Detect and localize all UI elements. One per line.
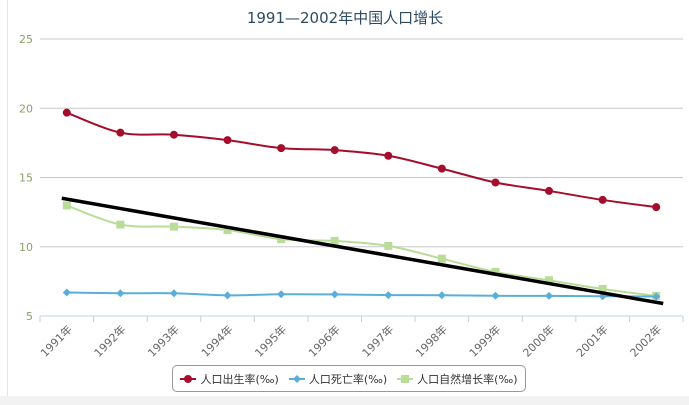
x-tick-label: 1998年: [413, 322, 450, 359]
data-point: [384, 291, 393, 300]
legend-marker: [401, 374, 410, 383]
y-tick-label: 5: [26, 310, 33, 323]
trend-line: [61, 196, 664, 306]
data-point: [223, 225, 232, 234]
data-point: [598, 195, 607, 204]
data-point: [277, 290, 286, 299]
x-tick-label: 2001年: [573, 322, 610, 359]
legend-label: 人口自然增长率(‰): [417, 372, 518, 386]
data-point: [330, 236, 339, 245]
series-0: [62, 108, 661, 212]
x-tick-label: 1993年: [145, 322, 182, 359]
series-line: [66, 204, 657, 297]
data-point: [116, 128, 125, 137]
legend-marker: [184, 374, 193, 383]
circle-marker-icon: [180, 374, 197, 383]
legend-marker: [292, 374, 301, 383]
data-point: [491, 267, 500, 276]
data-point: [62, 288, 71, 297]
legend-item-1[interactable]: 人口死亡率(‰): [288, 371, 388, 387]
square-marker-icon: [397, 374, 414, 383]
left-border: [7, 0, 8, 396]
data-point: [491, 291, 500, 300]
data-point: [491, 178, 500, 187]
data-point: [330, 290, 339, 299]
x-tick-label: 2002年: [627, 322, 664, 359]
y-tick-label: 10: [19, 241, 33, 254]
data-point: [169, 289, 178, 298]
data-point: [116, 220, 125, 229]
data-point: [652, 292, 661, 301]
legend-item-0[interactable]: 人口出生率(‰): [180, 371, 279, 387]
series-line: [66, 291, 657, 298]
x-tick-label: 1991年: [37, 322, 74, 359]
legend-label: 人口出生率(‰): [200, 372, 279, 386]
data-point: [384, 151, 393, 160]
line-chart: 1991—2002年中国人口增长 5 10 15 20 25 1991年 1992年 199…: [19, 9, 684, 360]
data-point: [62, 108, 71, 117]
footer-strip: [0, 396, 689, 405]
data-point: [545, 186, 554, 195]
x-tick-label: 1999年: [466, 322, 503, 359]
x-tick-label: 1996年: [305, 322, 342, 359]
data-point: [545, 276, 554, 285]
data-point: [652, 203, 661, 212]
x-tick-label: 1995年: [252, 322, 289, 359]
data-point: [169, 222, 178, 231]
chart-title: 1991—2002年中国人口增长: [247, 9, 443, 27]
legend-label: 人口死亡率(‰): [308, 372, 388, 386]
y-tick-label: 20: [19, 102, 33, 115]
data-point: [116, 289, 125, 298]
data-point: [277, 235, 286, 244]
data-point: [223, 291, 232, 300]
x-tick-label: 1992年: [91, 322, 128, 359]
data-point: [437, 254, 446, 263]
data-point: [330, 146, 339, 155]
series-1: [62, 288, 661, 301]
data-point: [277, 144, 286, 153]
x-tick-label: 2000年: [520, 322, 557, 359]
y-tick-label: 15: [19, 172, 33, 185]
data-point: [62, 201, 71, 210]
data-point: [545, 291, 554, 300]
data-point: [437, 164, 446, 173]
x-tick-label: 1997年: [359, 322, 396, 359]
y-tick-label: 25: [19, 33, 33, 46]
series-line: [66, 111, 657, 209]
data-point: [598, 284, 607, 293]
legend-item-2[interactable]: 人口自然增长率(‰): [397, 371, 518, 387]
x-tick-label: 1994年: [198, 322, 235, 359]
chart-legend: 人口出生率(‰) 人口死亡率(‰) 人口自然增长率(‰): [172, 365, 526, 392]
data-point: [384, 241, 393, 250]
data-point: [437, 291, 446, 300]
diamond-marker-icon: [288, 374, 305, 383]
data-point: [169, 130, 178, 139]
data-point: [223, 136, 232, 145]
